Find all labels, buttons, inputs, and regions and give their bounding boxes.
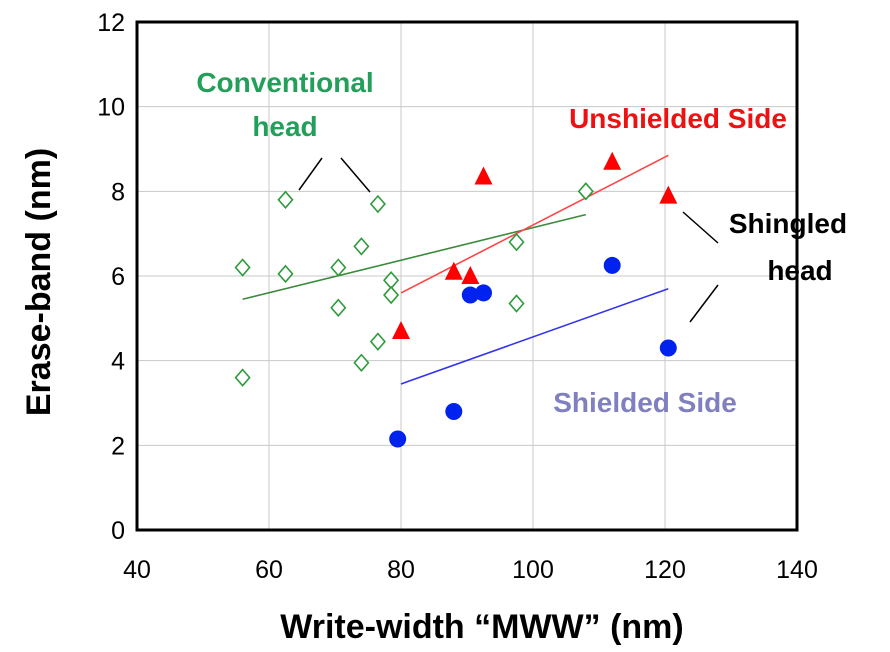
y-tick-label: 2 (111, 432, 125, 460)
data-point-triangle (444, 261, 463, 280)
data-point-triangle (392, 321, 410, 340)
callout-line (340, 157, 371, 193)
x-tick-label: 40 (123, 556, 151, 584)
data-point-diamond-open (330, 258, 347, 277)
y-tick-label: 0 (111, 517, 125, 545)
annotation-conventional-line1: Conventional (196, 67, 373, 98)
data-point-diamond-open (234, 368, 251, 387)
data-point-diamond-open (508, 232, 525, 252)
data-points (234, 151, 678, 448)
annotation-conventional-head: Conventional head (196, 67, 373, 142)
data-point-circle (461, 286, 479, 304)
x-tick-label: 100 (512, 556, 554, 584)
x-tick-label: 60 (255, 556, 283, 584)
y-tick-label: 6 (111, 263, 125, 291)
data-point-circle (603, 256, 621, 274)
y-tick-label: 4 (111, 348, 125, 376)
callout-line (682, 211, 719, 244)
annotation-shingled-line1: Shingled (729, 208, 847, 239)
trend-line-circle (400, 287, 669, 385)
annotation-shingled-head: Shingled head (729, 208, 847, 286)
trend-line-diamond-open (242, 213, 586, 301)
data-point-circle (475, 284, 492, 302)
data-point-diamond-open (234, 258, 251, 277)
data-point-diamond-open (369, 194, 386, 214)
data-point-diamond-open (277, 264, 294, 284)
data-point-diamond-open (277, 190, 294, 210)
plot-frame (135, 20, 799, 532)
y-tick-label: 12 (97, 9, 125, 37)
x-tick-label: 80 (387, 556, 415, 584)
callout-lines (298, 157, 719, 323)
data-point-diamond-open (383, 285, 400, 305)
x-tick-label: 120 (644, 556, 686, 584)
annotation-shielded-side: Shielded Side (553, 387, 737, 418)
data-point-diamond-open (383, 271, 400, 290)
data-point-triangle (603, 151, 622, 170)
data-point-circle (445, 402, 463, 420)
y-tick-labels: 0 2 4 6 8 10 12 (97, 9, 125, 545)
data-point-diamond-open (330, 298, 347, 317)
x-axis-title: Write-width “MWW” (nm) (280, 608, 684, 646)
y-tick-label: 8 (111, 178, 125, 206)
annotation-unshielded-side: Unshielded Side (569, 103, 787, 134)
x-tick-label: 140 (776, 556, 818, 584)
callout-line (689, 284, 719, 323)
data-point-diamond-open (353, 353, 370, 372)
data-point-triangle (461, 266, 480, 284)
x-tick-labels: 40 60 80 100 120 140 (123, 556, 818, 584)
data-point-diamond-open (577, 182, 594, 201)
data-point-diamond-open (508, 294, 525, 313)
data-point-circle (659, 339, 677, 357)
trend-lines (242, 154, 669, 385)
y-axis-title: Erase-band (nm) (20, 148, 58, 416)
data-point-triangle (659, 185, 678, 204)
data-point-circle (389, 430, 407, 448)
annotation-shingled-line2: head (767, 255, 832, 286)
callout-line (298, 157, 323, 191)
data-point-diamond-open (369, 332, 386, 351)
trend-line-triangle (400, 154, 669, 294)
data-point-diamond-open (353, 237, 370, 256)
annotation-conventional-line2: head (252, 111, 317, 142)
data-point-triangle (474, 166, 493, 185)
y-tick-label: 10 (97, 94, 125, 122)
